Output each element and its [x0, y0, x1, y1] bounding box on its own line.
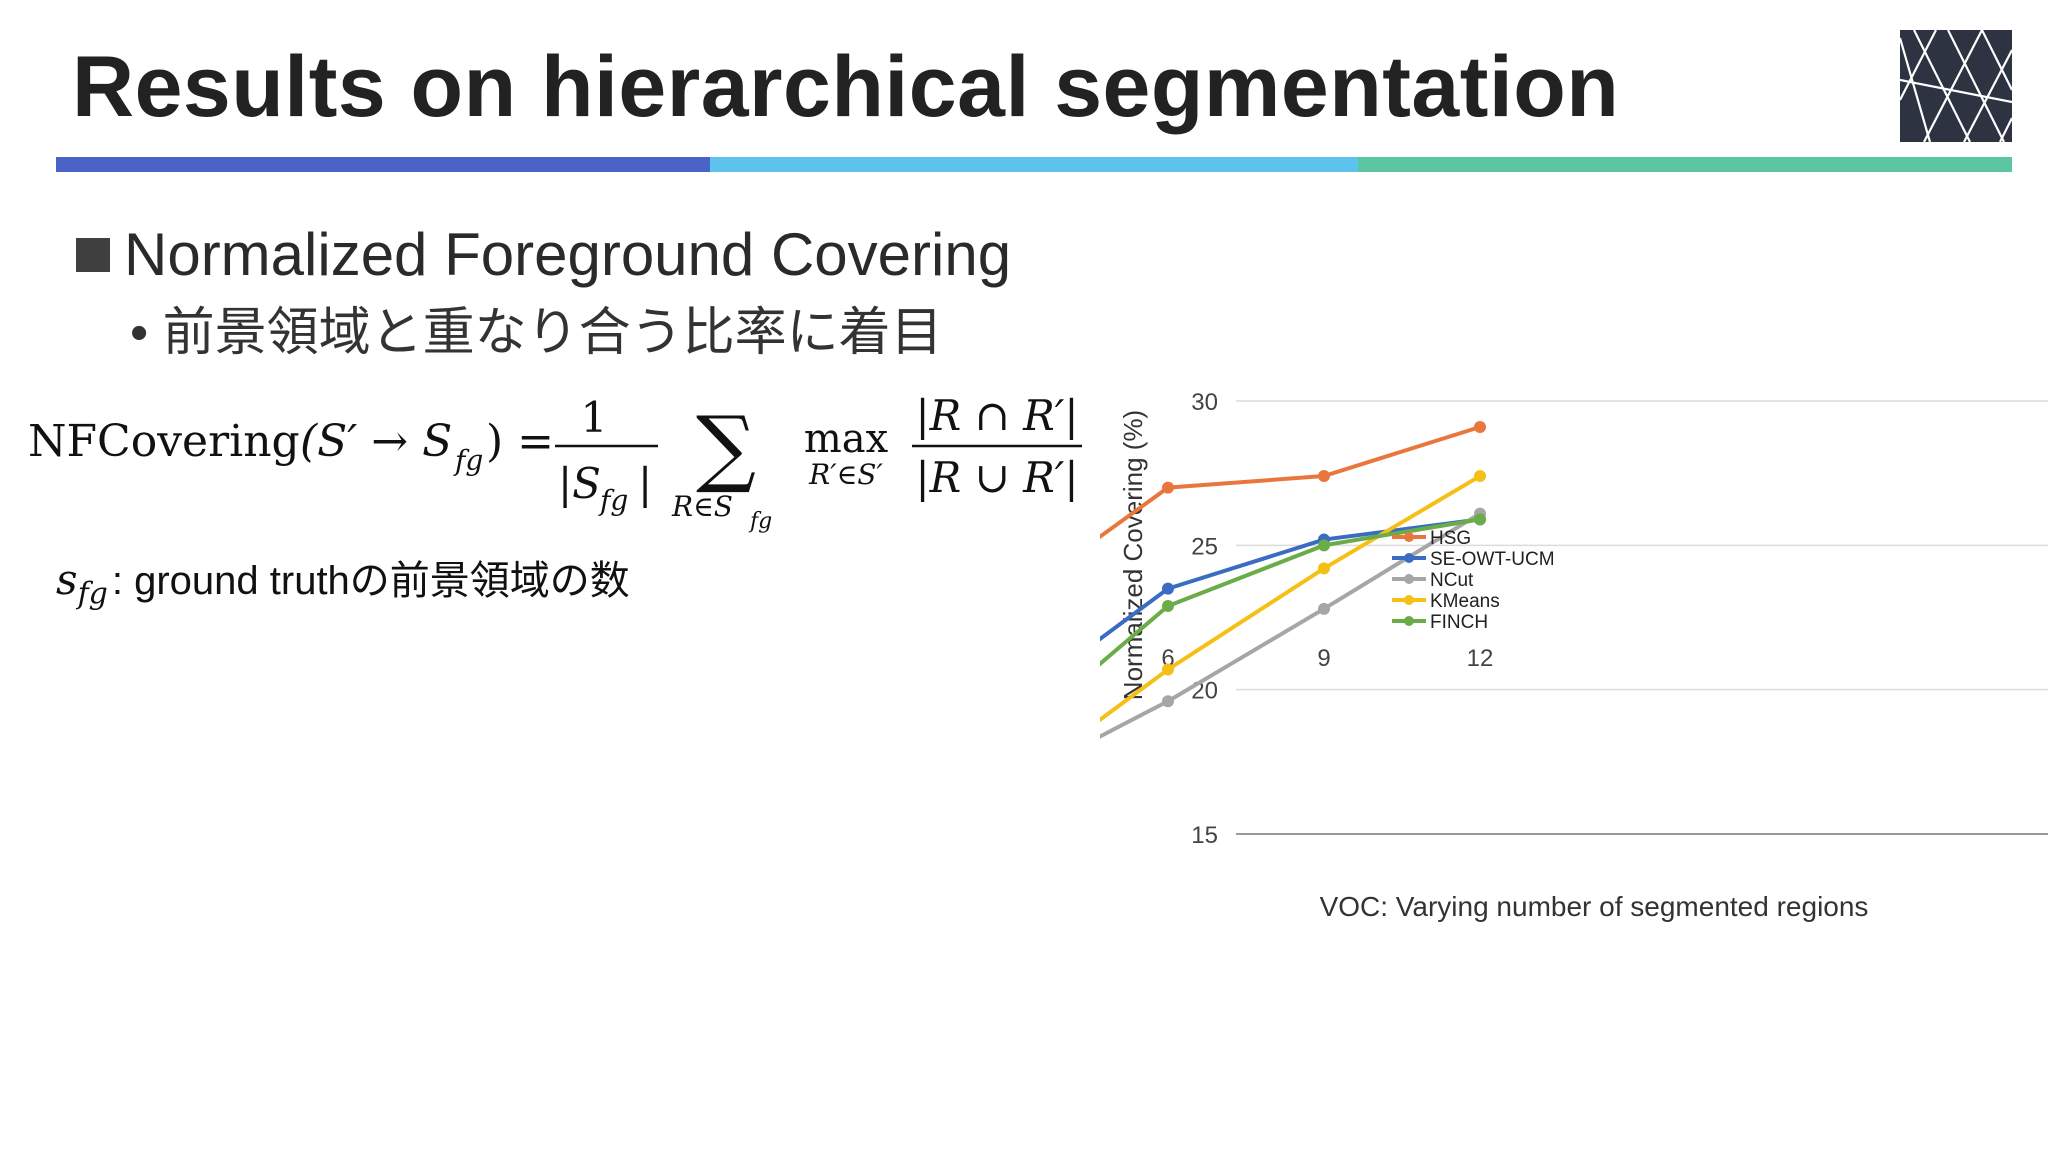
chart-legend-label: HSG [1430, 528, 1471, 549]
formula-lhs-close: ) = [486, 416, 554, 467]
chart-legend-marker [1404, 595, 1414, 605]
nf-covering-formula: NFCovering (S′ → S fg ) = 1 |S fg | ∑ R∈… [28, 391, 1082, 534]
chart-y-axis-label: Normalized Covering (%) [1118, 410, 1148, 700]
covering-line-chart: Normalized Covering (%) VOC: Varying num… [1100, 389, 2048, 922]
chart-line-kmeans [1100, 474, 1482, 723]
formula-ratio-num: |R ∩ R′| [916, 391, 1079, 440]
formula-ratio-den: |R ∪ R′| [916, 453, 1079, 502]
chart-point-kmeans-12 [1474, 470, 1486, 483]
chart-legend-item-kmeans: KMeans [1392, 591, 1500, 612]
chart-legend-item-se-owt-ucm: SE-OWT-UCM [1392, 549, 1555, 570]
formula-lhs-sub: fg [453, 444, 483, 477]
chart-legend-label: KMeans [1430, 591, 1500, 612]
formula-lhs-name: NFCovering [28, 416, 300, 467]
chart-series-hsg [1100, 420, 1486, 540]
chart-line-se-owt-ucm [1100, 517, 1481, 642]
sfg-definition: sfg : ground truthの前景領域の数 [56, 548, 630, 611]
dot-bullet-icon: • [130, 304, 149, 362]
formula-frac-den-sub: fg [598, 484, 628, 517]
formula-max-under: R′∈S′ [808, 458, 883, 491]
chart-line-ncut [1100, 511, 1482, 739]
chart-line-hsg [1100, 425, 1481, 540]
bullet-sub: • 前景領域と重なり合う比率に着目 [130, 290, 943, 365]
chart-y-tick-30: 30 [1191, 389, 1218, 416]
chart-legend-marker [1404, 532, 1414, 542]
chart-x-tick-9: 9 [1317, 645, 1330, 672]
header-rule-cyan [710, 157, 1358, 172]
chart-point-finch-6 [1162, 599, 1174, 612]
chart-x-axis-label: VOC: Varying number of segmented regions [1320, 891, 1869, 922]
chart-legend-marker [1404, 553, 1414, 563]
chart-point-kmeans-9 [1318, 562, 1330, 575]
chart-point-hsg-6 [1162, 481, 1174, 494]
formula-sum-symbol: ∑ [696, 398, 756, 496]
formula-frac-den-close: | [638, 459, 652, 508]
sfg-symbol: sfg [56, 555, 108, 612]
chart-legend-label: NCut [1430, 570, 1474, 591]
chart-y-tick-25: 25 [1191, 533, 1218, 560]
bullet-sub-text: 前景領域と重なり合う比率に着目 [162, 304, 943, 362]
chart-series-finch [1100, 513, 1486, 667]
chart-legend-label: FINCH [1430, 612, 1488, 633]
bullet-main: Normalized Foreground Covering [76, 220, 1011, 289]
chart-legend-marker [1404, 616, 1414, 626]
formula-max: max [804, 416, 889, 462]
chart-legend-item-finch: FINCH [1392, 612, 1488, 633]
chart-series-se-owt-ucm [1100, 513, 1486, 642]
formula-frac-den: |S [558, 459, 601, 508]
chart-y-tick-15: 15 [1191, 822, 1218, 849]
bullet-main-text: Normalized Foreground Covering [124, 221, 1012, 288]
header-rule-blue [56, 157, 710, 172]
chart-x-tick-12: 12 [1467, 645, 1494, 672]
lattice-logo-icon [1900, 30, 2012, 142]
square-bullet-icon [76, 237, 110, 272]
chart-series-kmeans [1100, 470, 1486, 723]
chart-point-hsg-12 [1474, 420, 1486, 433]
sfg-definition-text: : ground truthの前景領域の数 [111, 559, 630, 603]
chart-line-finch [1100, 517, 1481, 667]
chart-point-finch-9 [1318, 539, 1330, 552]
chart-point-finch-12 [1474, 513, 1486, 526]
chart-point-se-owt-ucm-6 [1162, 582, 1174, 595]
chart-legend-marker [1404, 574, 1414, 584]
chart-point-ncut-9 [1318, 602, 1330, 615]
formula-sum-under-sub: fg [748, 509, 772, 534]
formula-frac-num: 1 [581, 393, 608, 442]
formula-sum-under: R∈S [671, 490, 733, 523]
slide-title: Results on hierarchical segmentation [72, 39, 1620, 135]
chart-point-kmeans-6 [1162, 663, 1174, 676]
chart-legend-item-ncut: NCut [1392, 570, 1474, 591]
formula-lhs-args: (S′ → S [300, 416, 452, 467]
chart-legend-item-hsg: HSG [1392, 528, 1471, 549]
chart-point-ncut-6 [1162, 695, 1174, 708]
header-rule-green [1358, 157, 2012, 172]
chart-legend-label: SE-OWT-UCM [1430, 549, 1555, 570]
chart-y-tick-20: 20 [1191, 678, 1218, 705]
chart-point-hsg-9 [1318, 470, 1330, 483]
